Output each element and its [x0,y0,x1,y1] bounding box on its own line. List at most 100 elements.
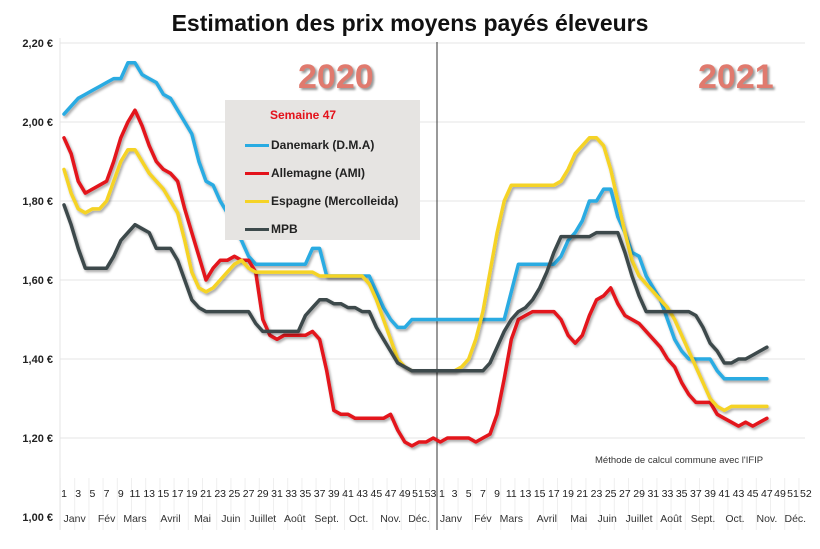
x-tick-label: 35 [676,488,688,500]
month-label: Nov. [756,513,777,525]
x-tick-label: 53 [425,488,437,500]
legend-item-danemark: Danemark (D.M.A) [245,138,374,152]
x-tick-label: 45 [747,488,759,500]
legend-label: Danemark (D.M.A) [271,138,375,152]
month-label: Oct. [349,513,368,525]
x-tick-label: 52 [800,488,812,500]
month-label: Sept. [691,513,716,525]
legend-item-mpb: MPB [245,222,298,236]
x-tick-label: 29 [257,488,269,500]
x-tick-label: 43 [733,488,745,500]
x-tick-label: 49 [774,488,786,500]
x-tick-label: 5 [89,488,95,500]
x-tick-label: 33 [285,488,297,500]
y-tick-label: 2,00 € [22,117,53,129]
month-label: Janv [440,513,463,525]
x-tick-label: 17 [172,488,184,500]
x-tick-label: 7 [480,488,486,500]
x-tick-label: 27 [243,488,255,500]
x-tick-label: 11 [130,488,141,500]
x-tick-label: 51 [787,488,799,500]
month-label: Avril [160,513,180,525]
x-tick-label: 9 [118,488,124,500]
x-tick-label: 23 [591,488,603,500]
x-tick-label: 41 [342,488,354,500]
month-label: Janv [64,513,87,525]
month-label: Juin [221,513,240,525]
x-tick-label: 37 [314,488,326,500]
month-label: Fév [98,513,116,525]
month-label: Oct. [725,513,744,525]
x-tick-label: 35 [300,488,312,500]
legend-label: Espagne (Mercolleida) [271,194,399,208]
x-tick-label: 25 [605,488,617,500]
x-tick-label: 13 [520,488,532,500]
month-label: Fév [474,513,492,525]
month-label: Nov. [380,513,401,525]
month-label: Juillet [626,513,653,525]
legend-title: Semaine 47 [270,108,337,122]
y-tick-label: 1,00 € [22,512,53,524]
month-label: Juin [598,513,617,525]
month-label: Août [284,513,306,525]
x-tick-label: 31 [647,488,659,500]
x-tick-label: 15 [158,488,170,500]
chart-title: Estimation des prix moyens payés éleveur… [171,10,649,36]
month-label: Mars [123,513,146,525]
month-label: Déc. [785,513,807,525]
x-tick-label: 13 [143,488,155,500]
x-tick-label: 1 [439,488,445,500]
year-label-2021: 2021 [698,58,774,96]
x-tick-label: 23 [214,488,226,500]
y-tick-label: 1,40 € [22,354,53,366]
x-tick-label: 43 [356,488,368,500]
series-line-danemark-d-m-a [62,61,769,381]
x-tick-label: 51 [412,488,424,500]
method-note: Méthode de calcul commune avec l'IFIP [595,455,764,466]
legend-item-allemagne: Allemagne (AMI) [245,166,365,180]
month-label: Avril [537,513,557,525]
x-tick-label: 19 [562,488,574,500]
x-tick-label: 47 [385,488,397,500]
x-tick-label: 29 [633,488,645,500]
legend-label: Allemagne (AMI) [271,166,366,180]
x-tick-label: 11 [506,488,517,500]
x-tick-label: 19 [186,488,198,500]
series-line-allemagne-ami [62,108,769,448]
year-label-2020: 2020 [298,58,374,96]
x-tick-label: 41 [718,488,730,500]
legend: Semaine 47 Danemark (D.M.A) Allemagne (A… [225,100,420,240]
x-tick-label: 3 [75,488,81,500]
x-tick-label: 25 [229,488,241,500]
x-tick-label: 33 [662,488,674,500]
x-tick-label: 21 [200,488,212,500]
x-tick-label: 9 [494,488,500,500]
x-tick-label: 5 [466,488,472,500]
month-label: Mars [500,513,523,525]
x-tick-label: 15 [534,488,546,500]
x-tick-label: 37 [690,488,702,500]
y-tick-label: 1,20 € [22,433,53,445]
x-tick-label: 17 [548,488,560,500]
month-label: Mai [570,513,587,525]
month-label: Déc. [408,513,430,525]
x-tick-label: 21 [576,488,588,500]
x-tick-label: 1 [61,488,67,500]
month-label: Mai [194,513,211,525]
x-tick-label: 3 [452,488,458,500]
x-tick-label: 49 [399,488,411,500]
y-tick-label: 1,60 € [22,275,53,287]
month-label: Juillet [249,513,276,525]
legend-label: MPB [271,222,298,236]
x-tick-label: 31 [271,488,283,500]
x-tick-label: 39 [328,488,340,500]
legend-item-espagne: Espagne (Mercolleida) [245,194,398,208]
x-tick-label: 39 [704,488,716,500]
series-line-mpb [62,203,769,373]
x-tick-label: 27 [619,488,631,500]
y-tick-label: 2,20 € [22,38,53,50]
x-tick-label: 7 [104,488,110,500]
x-tick-label: 45 [371,488,383,500]
month-label: Août [660,513,682,525]
